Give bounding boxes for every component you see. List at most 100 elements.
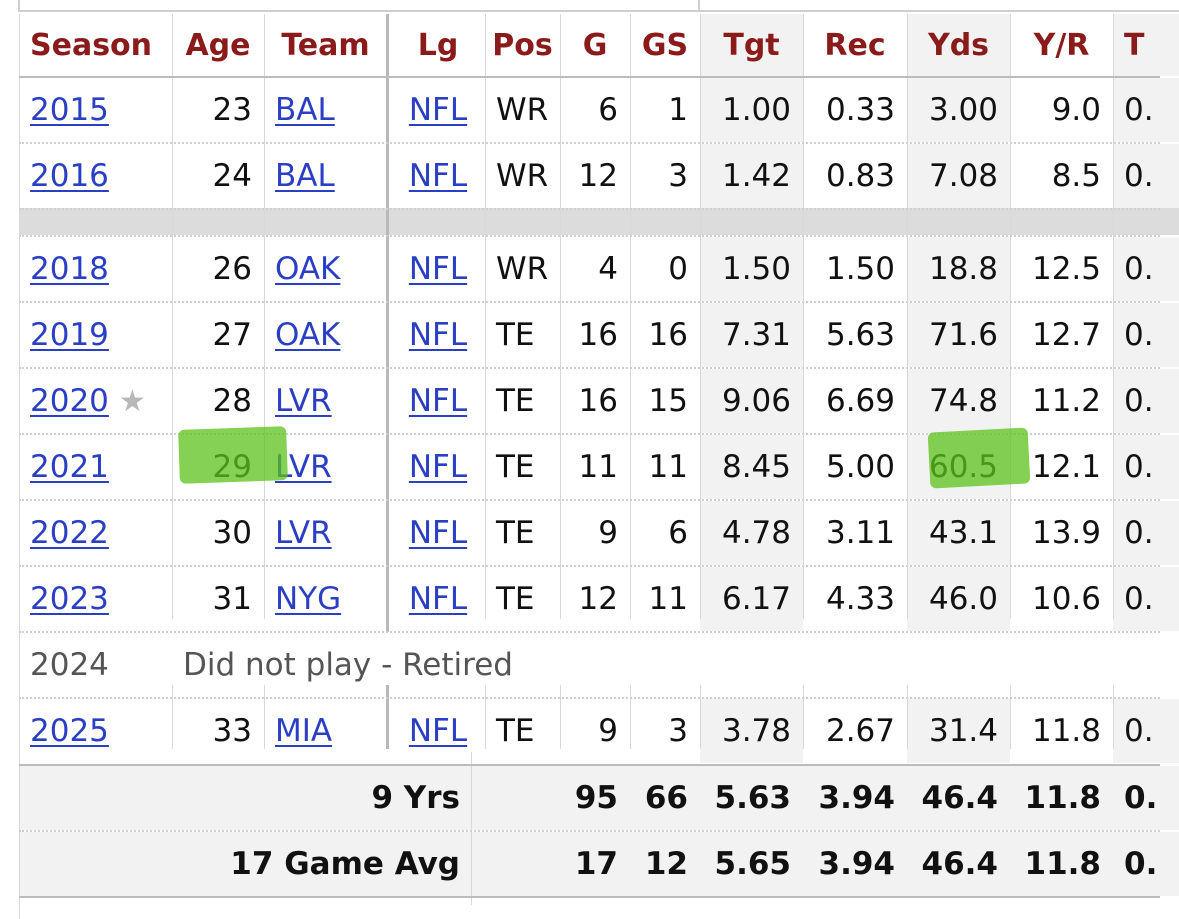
cell-season: 2025 <box>19 699 172 763</box>
season-link[interactable]: 2022 <box>30 515 109 551</box>
header-team[interactable]: Team <box>281 27 370 63</box>
column-divider <box>471 752 472 905</box>
tgt-value: 1.00 <box>721 92 791 128</box>
season-link[interactable]: 2016 <box>30 158 109 194</box>
cell-age: 24 <box>172 144 264 208</box>
header-t[interactable]: T <box>1113 14 1179 76</box>
column-divider <box>803 685 804 749</box>
season-link[interactable]: 2023 <box>30 581 109 617</box>
cell-g: 16 <box>560 303 630 367</box>
season-link[interactable]: 2018 <box>30 251 109 287</box>
cell-rec: 1.50 <box>803 237 907 301</box>
league-link[interactable]: NFL <box>408 713 468 749</box>
cell-yds: 74.8 <box>907 369 1010 433</box>
header-lg[interactable]: Lg <box>417 27 459 63</box>
cell-rec: 5.63 <box>803 303 907 367</box>
cell-t: 0. <box>1113 435 1179 499</box>
header-yds[interactable]: Yds <box>907 14 1010 76</box>
cell-yds: 3.00 <box>907 78 1010 142</box>
g-value: 9 <box>598 515 618 551</box>
cell-rec: 0.33 <box>803 78 907 142</box>
league-link[interactable]: NFL <box>408 449 468 485</box>
cell-pos: WR <box>485 78 560 142</box>
totals-yds: 46.4 <box>921 780 999 816</box>
team-link[interactable]: OAK <box>275 251 341 287</box>
cell-tgt: 1.50 <box>700 237 803 301</box>
column-divider <box>1113 685 1114 749</box>
cell-team: BAL <box>264 144 387 208</box>
header-tgt[interactable]: Tgt <box>700 14 803 76</box>
pos-value: TE <box>496 713 535 749</box>
header-season[interactable]: Season <box>30 27 153 63</box>
table-row: 2015 23 BAL NFL WR 6 1 1.00 0.33 3.00 9.0 0. <box>19 78 1179 142</box>
t-value: 0. <box>1124 158 1154 194</box>
season-link[interactable]: 2025 <box>30 713 109 749</box>
cell-g: 4 <box>560 237 630 301</box>
league-link[interactable]: NFL <box>408 515 468 551</box>
cell-gs: 16 <box>630 303 700 367</box>
team-link[interactable]: OAK <box>275 317 341 353</box>
cell-season: 2018 <box>19 237 172 301</box>
cell-age: 28 <box>172 369 264 433</box>
t-value: 0. <box>1124 581 1154 617</box>
pos-value: TE <box>496 449 535 485</box>
team-link[interactable]: LVR <box>275 515 332 551</box>
header-row: Season Age Team Lg Pos G GS Tgt Rec Yds Y/R T <box>19 14 1179 76</box>
cell-gs: 0 <box>630 237 700 301</box>
age-value: 24 <box>212 158 252 194</box>
header-rec[interactable]: Rec <box>824 27 886 63</box>
tgt-value: 8.45 <box>721 449 791 485</box>
column-divider <box>630 685 631 749</box>
cell-gs: 15 <box>630 369 700 433</box>
cell-g: 9 <box>560 501 630 565</box>
league-link[interactable]: NFL <box>408 581 468 617</box>
cell-season: 2022 <box>19 501 172 565</box>
totals-t: 0. <box>1124 846 1158 882</box>
season-link[interactable]: 2015 <box>30 92 109 128</box>
column-divider <box>485 685 486 749</box>
row-divider <box>19 235 1160 237</box>
rec-value: 1.50 <box>825 251 895 287</box>
table-row: 2020 ★ 28 LVR NFL TE 16 15 9.06 6.69 74.8 11.2 0. <box>19 369 1179 433</box>
team-link[interactable]: LVR <box>275 383 332 419</box>
league-link[interactable]: NFL <box>408 317 468 353</box>
league-link[interactable]: NFL <box>408 92 468 128</box>
league-link[interactable]: NFL <box>408 158 468 194</box>
age-value: 23 <box>212 92 252 128</box>
gs-value: 1 <box>668 92 688 128</box>
yr-value: 12.1 <box>1031 449 1101 485</box>
header-gs[interactable]: GS <box>641 27 689 63</box>
cell-pos: TE <box>485 303 560 367</box>
header-age[interactable]: Age <box>185 27 251 63</box>
season-link[interactable]: 2020 <box>30 383 109 419</box>
column-divider <box>264 685 265 749</box>
season-link[interactable]: 2019 <box>30 317 109 353</box>
header-yr[interactable]: Y/R <box>1033 27 1090 63</box>
t-value: 0. <box>1124 317 1154 353</box>
cell-team: MIA <box>264 699 387 763</box>
team-link[interactable]: MIA <box>275 713 333 749</box>
cell-yr: 12.7 <box>1010 303 1113 367</box>
team-link[interactable]: NYG <box>275 581 342 617</box>
highlight-mark-yds <box>927 427 1031 489</box>
team-link[interactable]: BAL <box>275 92 335 128</box>
cell-team: OAK <box>264 237 387 301</box>
header-pos[interactable]: Pos <box>492 27 553 63</box>
cell-tgt: 7.31 <box>700 303 803 367</box>
cell-rec: 6.69 <box>803 369 907 433</box>
tgt-value: 4.78 <box>721 515 791 551</box>
totals-row: 9 Yrs 95 66 5.63 3.94 46.4 11.8 0. <box>19 766 1179 830</box>
column-divider <box>386 685 389 749</box>
cell-gs: 1 <box>630 78 700 142</box>
cell-pos: TE <box>485 567 560 631</box>
row-divider <box>19 433 1160 435</box>
gs-value: 6 <box>668 515 688 551</box>
column-divider <box>485 14 486 619</box>
league-link[interactable]: NFL <box>408 383 468 419</box>
team-link[interactable]: BAL <box>275 158 335 194</box>
header-g[interactable]: G <box>582 27 608 63</box>
season-link[interactable]: 2021 <box>30 449 109 485</box>
league-link[interactable]: NFL <box>408 251 468 287</box>
cell-lg: NFL <box>391 435 485 499</box>
column-divider <box>560 14 561 619</box>
